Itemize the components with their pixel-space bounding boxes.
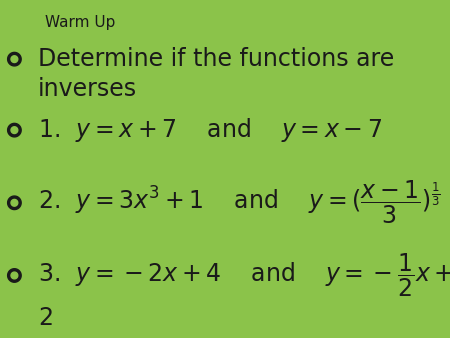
Text: Warm Up: Warm Up bbox=[45, 15, 115, 30]
Text: 2.  $y = 3x^3 +1$    and    $y = (\dfrac{x-1}{3})^{\frac{1}{3}}$: 2. $y = 3x^3 +1$ and $y = (\dfrac{x-1}{3… bbox=[38, 179, 441, 226]
Polygon shape bbox=[11, 56, 18, 63]
Polygon shape bbox=[8, 269, 21, 282]
Text: 2: 2 bbox=[38, 306, 53, 331]
Polygon shape bbox=[11, 272, 18, 279]
Text: 1.  $y = x + 7$    and    $y = x - 7$: 1. $y = x + 7$ and $y = x - 7$ bbox=[38, 116, 382, 144]
Polygon shape bbox=[11, 127, 18, 134]
Polygon shape bbox=[11, 199, 18, 206]
Polygon shape bbox=[8, 52, 21, 66]
Text: Determine if the functions are
inverses: Determine if the functions are inverses bbox=[38, 47, 395, 101]
Polygon shape bbox=[8, 123, 21, 137]
Text: 3.  $y = -2x + 4$    and    $y = -\dfrac{1}{2}x +$: 3. $y = -2x + 4$ and $y = -\dfrac{1}{2}x… bbox=[38, 252, 450, 299]
Polygon shape bbox=[8, 196, 21, 210]
